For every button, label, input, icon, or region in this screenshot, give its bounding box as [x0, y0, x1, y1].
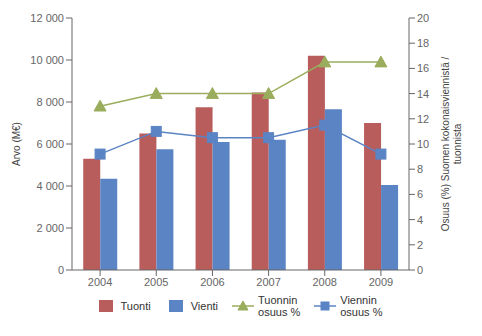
svg-text:2: 2 — [417, 239, 423, 251]
svg-text:2008: 2008 — [313, 276, 337, 288]
svg-text:6: 6 — [417, 188, 423, 200]
svg-text:6 000: 6 000 — [36, 138, 64, 150]
html-text:Vienti: Vienti — [190, 300, 218, 312]
svg-text:4: 4 — [417, 214, 423, 226]
svg-text:18: 18 — [417, 37, 429, 49]
svg-text:10 000: 10 000 — [30, 54, 64, 66]
html-text:Tuonnin osuus %: Tuonnin osuus % — [258, 294, 301, 318]
svg-text:Arvo (M€): Arvo (M€) — [11, 122, 22, 166]
svg-text:2005: 2005 — [144, 276, 168, 288]
svg-text:10: 10 — [417, 138, 429, 150]
svg-text:12 000: 12 000 — [30, 12, 64, 24]
svg-text:8: 8 — [417, 163, 423, 175]
svg-text:Osuus (%) Suomen kokonaisvienn: Osuus (%) Suomen kokonaisviennistä /tuon… — [440, 57, 463, 232]
svg-text:2007: 2007 — [256, 276, 280, 288]
svg-text:2 000: 2 000 — [36, 222, 64, 234]
html-text:Tuonti: Tuonti — [120, 300, 151, 312]
svg-text:16: 16 — [417, 62, 429, 74]
svg-text:2004: 2004 — [88, 276, 112, 288]
svg-text:2009: 2009 — [369, 276, 393, 288]
svg-text:4 000: 4 000 — [36, 180, 64, 192]
svg-text:14: 14 — [417, 88, 429, 100]
svg-text:2006: 2006 — [200, 276, 224, 288]
html-text:Viennin osuus %: Viennin osuus % — [340, 294, 383, 318]
svg-text:20: 20 — [417, 12, 429, 24]
svg-text:8 000: 8 000 — [36, 96, 64, 108]
svg-text:0: 0 — [58, 264, 64, 276]
svg-text:0: 0 — [417, 264, 423, 276]
svg-text:12: 12 — [417, 113, 429, 125]
